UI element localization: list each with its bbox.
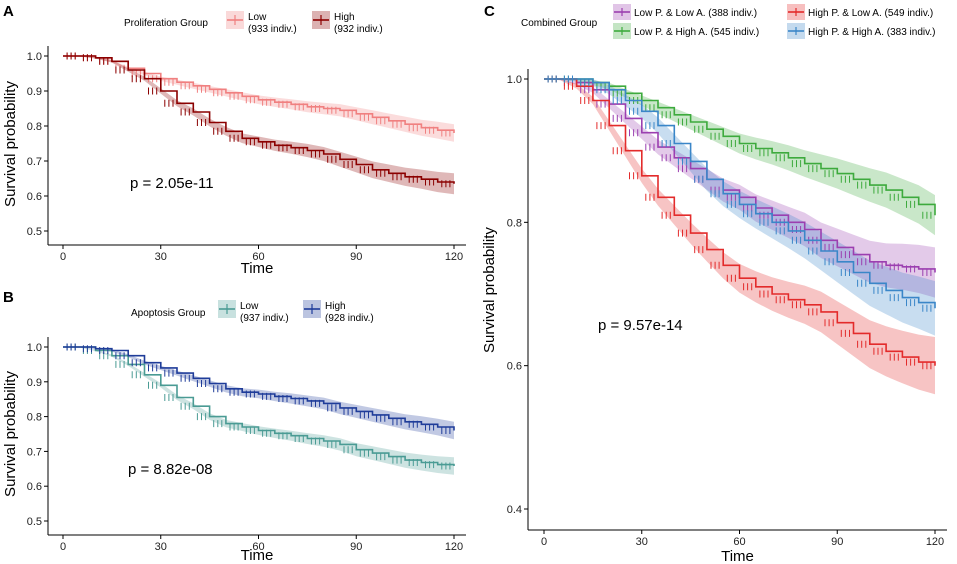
y-tick-label: 1.0: [27, 342, 42, 354]
legend-label: Low P. & High A. (545 indiv.): [634, 27, 759, 38]
y-tick-label: 0.6: [27, 191, 42, 203]
x-tick-label: 120: [445, 541, 463, 553]
legend: Combined Group Low P. & Low A. (388 indiv…: [521, 4, 935, 39]
x-tick-label: 60: [252, 251, 264, 263]
survival-curve-1: [63, 346, 455, 431]
y-tick-label: 0.8: [27, 412, 42, 424]
p-value-annotation: p = 2.05e-11: [130, 175, 214, 192]
legend: Proliferation Group Low(933 indiv.) High(9…: [124, 11, 383, 35]
x-tick-label: 120: [445, 251, 463, 263]
censor-marks-1: [66, 343, 451, 434]
confidence-band-2: [544, 79, 935, 395]
y-axis-title: Survival probability: [2, 81, 19, 207]
legend-count: (928 indiv.): [325, 313, 374, 324]
p-value-annotation: p = 8.82e-08: [128, 461, 213, 478]
y-tick-label: 0.8: [507, 217, 522, 229]
legend-label: Low P. & Low A. (388 indiv.): [634, 8, 757, 19]
legend-count: (937 indiv.): [240, 313, 289, 324]
legend-label: High: [334, 12, 355, 23]
x-tick-label: 30: [636, 536, 648, 548]
legend-label: High P. & Low A. (549 indiv.): [808, 8, 933, 19]
x-tick-label: 30: [155, 251, 167, 263]
legend-label: Low: [240, 301, 259, 312]
chart-panel-a: A 0 30 60 90 120 0.5 0.6 0.7 0.8 0.9 1.0 Time Surviva…: [2, 3, 466, 277]
x-axis-title: Time: [241, 260, 274, 277]
y-tick-label: 0.9: [27, 377, 42, 389]
x-tick-label: 60: [733, 536, 745, 548]
legend-label: Low: [248, 12, 267, 23]
legend-title: Apoptosis Group: [131, 308, 206, 319]
x-tick-label: 90: [350, 541, 362, 553]
panel-letter: A: [3, 3, 14, 20]
confidence-band-3: [544, 79, 935, 336]
y-tick-label: 1.0: [27, 51, 42, 63]
survival-curve-0: [544, 78, 936, 273]
x-axis-title: Time: [241, 547, 274, 564]
y-axis-title: Survival probability: [2, 371, 19, 497]
legend-title: Combined Group: [521, 18, 598, 29]
y-tick-label: 0.5: [27, 516, 42, 528]
p-value-annotation: p = 9.57e-14: [598, 317, 683, 334]
y-tick-label: 1.0: [507, 74, 522, 86]
survival-curve-2: [544, 78, 936, 366]
y-tick-label: 0.7: [27, 156, 42, 168]
y-tick-label: 0.6: [27, 481, 42, 493]
x-tick-label: 0: [60, 541, 66, 553]
y-tick-label: 0.8: [27, 121, 42, 133]
panel-letter: C: [484, 3, 495, 20]
survival-curve-0: [63, 346, 455, 466]
survival-curve-3: [544, 78, 936, 309]
y-tick-label: 0.6: [507, 361, 522, 373]
y-tick-label: 0.4: [507, 504, 522, 516]
legend-count: (933 indiv.): [248, 24, 297, 35]
confidence-band-0: [63, 347, 454, 475]
y-axis-title: Survival probability: [481, 227, 498, 353]
legend: Apoptosis Group Low(937 indiv.) High(928 i…: [131, 300, 374, 324]
x-tick-label: 0: [60, 251, 66, 263]
x-tick-label: 90: [350, 251, 362, 263]
legend-title: Proliferation Group: [124, 18, 208, 29]
x-tick-label: 90: [831, 536, 843, 548]
censor-marks-0: [66, 52, 451, 137]
legend-count: (932 indiv.): [334, 24, 383, 35]
x-tick-label: 30: [155, 541, 167, 553]
x-tick-label: 0: [541, 536, 547, 548]
chart-panel-c: C 0 30 60 90 120 0.4 0.6 0.8 1.0 Time Survival prob…: [481, 3, 947, 564]
legend-label: High P. & High A. (383 indiv.): [808, 27, 935, 38]
x-tick-label: 60: [252, 541, 264, 553]
x-axis-title: Time: [721, 548, 754, 564]
legend-label: High: [325, 301, 346, 312]
y-tick-label: 0.9: [27, 86, 42, 98]
panel-letter: B: [3, 289, 14, 306]
censor-marks-3: [547, 75, 932, 312]
chart-panel-b: B 0 30 60 90 120 0.5 0.6 0.7 0.8 0.9 1.0 Time Surviva…: [2, 289, 466, 564]
y-tick-label: 0.5: [27, 226, 42, 238]
censor-marks-1: [66, 52, 451, 188]
y-tick-label: 0.7: [27, 446, 42, 458]
x-tick-label: 120: [926, 536, 944, 548]
